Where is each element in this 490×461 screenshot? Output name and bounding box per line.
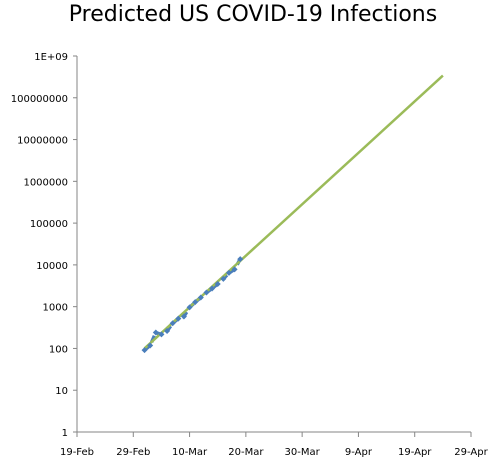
data-point <box>237 256 244 263</box>
data-point <box>192 299 199 306</box>
y-tick-label: 1000 <box>43 303 68 314</box>
y-tick-label: 1000000 <box>23 177 68 188</box>
data-point <box>209 285 216 292</box>
chart-title: Predicted US COVID-19 Infections <box>68 2 438 27</box>
data-point <box>186 304 193 311</box>
data-point <box>180 313 187 320</box>
data-point <box>175 315 182 322</box>
data-point <box>164 327 171 334</box>
y-tick-label: 10 <box>55 386 68 397</box>
x-tick-label: 19-Feb <box>60 447 94 458</box>
data-point <box>141 347 148 354</box>
x-tick-label: 20-Mar <box>228 447 264 458</box>
chart-series <box>141 74 444 354</box>
x-tick-label: 9-Apr <box>345 447 373 458</box>
data-point <box>203 289 210 296</box>
data-point <box>220 275 227 282</box>
y-tick-label: 10000000 <box>17 136 68 147</box>
data-point <box>158 331 165 338</box>
y-tick-label: 100000000 <box>11 94 68 105</box>
y-tick-label: 100000 <box>30 219 68 230</box>
y-tick-label: 10000 <box>36 261 68 272</box>
data-point <box>231 266 238 273</box>
y-tick-label: 100 <box>49 344 68 355</box>
x-ticks: 19-Feb 29-Feb 10-Mar 20-Mar 30-Mar 9-Apr 19-Ap… <box>60 432 489 458</box>
data-point <box>225 269 232 276</box>
x-tick-label: 29-Apr <box>454 447 488 458</box>
x-tick-label: 29-Feb <box>116 447 150 458</box>
chart-axes <box>76 56 471 433</box>
x-tick-label: 19-Apr <box>398 447 432 458</box>
y-tick-label: 1E+09 <box>34 52 68 63</box>
data-point <box>214 280 221 287</box>
data-point <box>197 294 204 301</box>
x-tick-label: 10-Mar <box>172 447 208 458</box>
x-tick-label: 30-Mar <box>285 447 321 458</box>
y-tick-label: 1 <box>62 428 68 439</box>
data-point <box>147 342 154 349</box>
y-ticks: 1 10 100 1000 10000 100000 1000000 10000000 1000… <box>11 52 77 439</box>
data-point <box>152 329 159 336</box>
data-point <box>169 320 176 327</box>
